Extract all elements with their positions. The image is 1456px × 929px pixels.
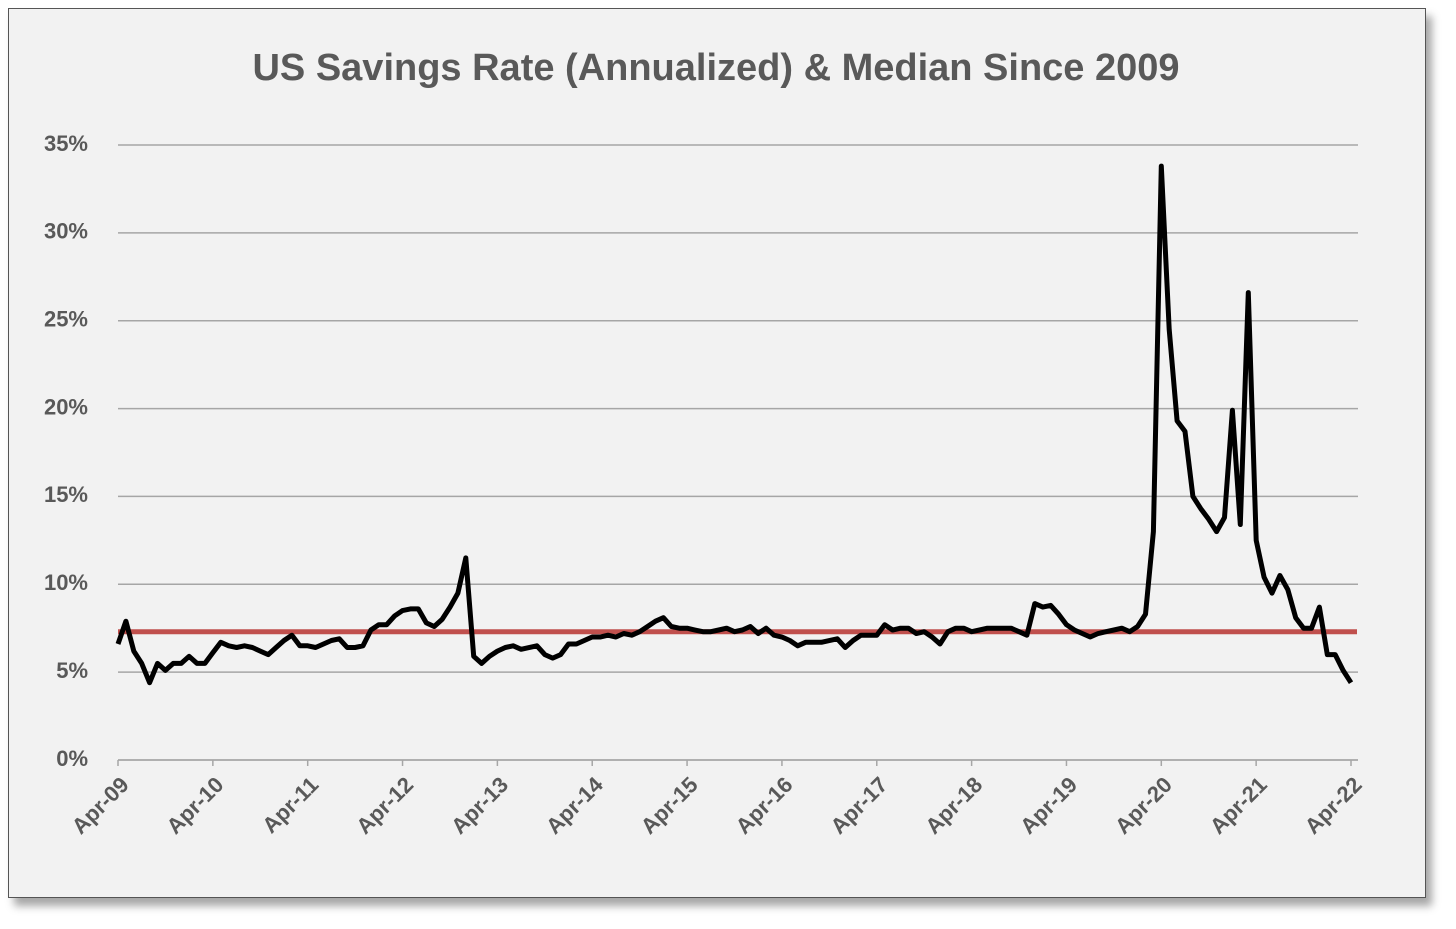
y-tick-label: 20% (44, 394, 88, 419)
x-tick-label: Apr-12 (351, 772, 418, 839)
x-tick-label: Apr-19 (1015, 772, 1082, 839)
y-tick-label: 15% (44, 482, 88, 507)
y-tick-label: 30% (44, 219, 88, 244)
x-tick-label: Apr-11 (257, 772, 323, 838)
x-tick-label: Apr-16 (731, 772, 798, 839)
series-line (115, 163, 1354, 686)
x-tick-label: Apr-17 (825, 772, 892, 839)
x-tick-label: Apr-18 (920, 772, 987, 839)
y-tick-label: 5% (56, 658, 88, 683)
x-tick-label: Apr-10 (162, 772, 229, 839)
y-tick-label: 35% (44, 131, 88, 156)
x-tick-label: Apr-15 (636, 772, 703, 839)
y-tick-label: 10% (44, 570, 88, 595)
x-tick-label: Apr-13 (446, 772, 513, 839)
chart-title: US Savings Rate (Annualized) & Median Si… (252, 47, 1179, 89)
x-tick-label: Apr-20 (1110, 772, 1177, 839)
y-tick-label: 25% (44, 307, 88, 332)
x-tick-label: Apr-14 (541, 771, 608, 838)
x-tick-label: Apr-21 (1205, 772, 1272, 839)
x-tick-label: Apr-22 (1300, 772, 1367, 839)
y-tick-label: 0% (56, 746, 88, 771)
x-tick-label: Apr-09 (67, 772, 134, 839)
